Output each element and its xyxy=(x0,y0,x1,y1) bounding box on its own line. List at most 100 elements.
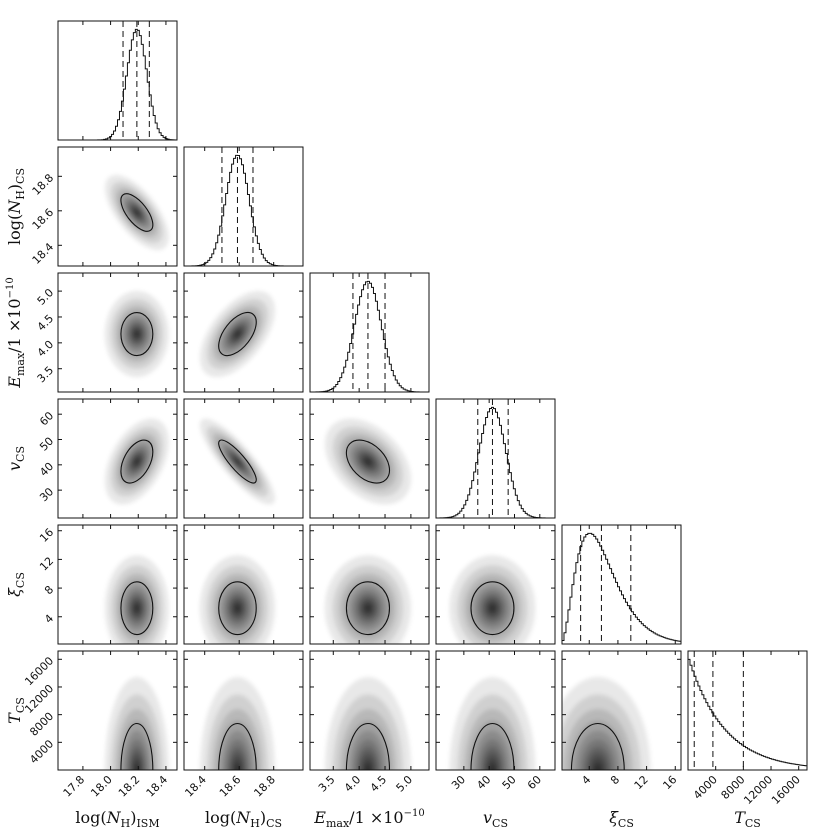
contour-0-4 xyxy=(120,581,154,636)
xaxis-title-log_NH_ISM: log(NH)ISM xyxy=(75,808,159,830)
xtick-label-xi_CS-1: 8 xyxy=(608,773,622,787)
xaxis-title-log_NH_CS: log(NH)CS xyxy=(205,808,282,830)
ytick-label-T_CS-2: 12000 xyxy=(22,682,56,716)
frame-log_NH_CS xyxy=(183,146,304,267)
density-panel-v_CS-xi_CS xyxy=(435,524,556,645)
hist-line-xi_CS xyxy=(561,532,682,644)
frame-3-5 xyxy=(435,650,556,771)
frame-2-5 xyxy=(309,650,430,771)
ytick-label-v_CS-2: 50 xyxy=(37,435,56,454)
density-level-0-1-10 xyxy=(135,210,139,215)
contour-0-1 xyxy=(120,193,154,232)
ytick-label-E_max-1: 4.0 xyxy=(35,338,57,360)
density-panel-log_NH_ISM-v_CS xyxy=(57,398,178,519)
density-inner-2-5 xyxy=(324,677,411,770)
frame-1-4 xyxy=(183,524,304,645)
density-inner-0-4 xyxy=(104,555,169,644)
hist-line-T_CS xyxy=(687,658,808,770)
xtick-label-xi_CS-3: 16 xyxy=(660,773,679,792)
xtick-label-xi_CS-0: 4 xyxy=(579,773,593,787)
contour-1-2 xyxy=(218,311,257,357)
contour-0-2 xyxy=(120,311,154,357)
yaxis-title-T_CS: TCS xyxy=(5,697,27,724)
frame-3-4 xyxy=(435,524,556,645)
frame-xi_CS xyxy=(561,524,682,645)
xtick-label-log_NH_CS-2: 18.8 xyxy=(251,773,278,800)
frame-0-2 xyxy=(57,272,178,393)
density-level-1-3-10 xyxy=(235,459,240,464)
ytick-label-xi_CS-3: 16 xyxy=(37,526,56,545)
density-panel-E_max-v_CS xyxy=(309,398,430,519)
xtick-label-log_NH_ISM-3: 18.4 xyxy=(144,773,171,800)
ytick-label-v_CS-3: 60 xyxy=(37,409,56,428)
frame-2-4 xyxy=(309,524,430,645)
frame-v_CS xyxy=(435,398,556,519)
density-level-3-4-10 xyxy=(490,605,495,611)
ytick-label-T_CS-3: 16000 xyxy=(22,654,56,688)
density-level-1-4-10 xyxy=(235,605,240,611)
contour-1-3 xyxy=(218,439,257,484)
ytick-label-xi_CS-0: 4 xyxy=(42,612,56,626)
density-level-2-3-10 xyxy=(366,459,370,464)
frame-0-5 xyxy=(57,650,178,771)
xtick-label-v_CS-3: 60 xyxy=(525,773,544,792)
frame-1-2 xyxy=(183,272,304,393)
density-level-2-4-10 xyxy=(366,605,370,611)
frame-E_max xyxy=(309,272,430,393)
frame-0-3 xyxy=(57,398,178,519)
xaxis-title-v_CS: vCS xyxy=(483,808,508,830)
frame-1-3 xyxy=(183,398,304,519)
xtick-label-v_CS-1: 40 xyxy=(474,773,493,792)
density-level-2-5-10 xyxy=(366,765,370,770)
density-inner-2-3 xyxy=(324,418,411,505)
hist-panel-T_CS xyxy=(687,650,808,771)
density-level-1-2-10 xyxy=(235,332,240,336)
ytick-label-xi_CS-2: 12 xyxy=(37,554,56,573)
density-level-2-5-8 xyxy=(362,757,374,770)
frame-0-1 xyxy=(57,146,178,267)
density-panel-log_NH_CS-v_CS xyxy=(183,398,304,519)
xtick-label-T_CS-2: 12000 xyxy=(741,773,775,807)
ytick-label-v_CS-0: 30 xyxy=(37,485,56,504)
ytick-label-E_max-2: 4.5 xyxy=(35,312,57,334)
hist-line-v_CS xyxy=(435,406,555,519)
density-inner-3-4 xyxy=(449,555,536,644)
xtick-label-E_max-1: 4.0 xyxy=(342,773,364,795)
hist-panel-log_NH_CS xyxy=(183,146,304,267)
contour-2-4 xyxy=(345,581,391,636)
hist-panel-xi_CS xyxy=(561,524,682,645)
yaxis-title-E_max: Emax/1 ×10−10 xyxy=(5,277,27,388)
xtick-label-T_CS-3: 16000 xyxy=(769,773,803,807)
xtick-label-v_CS-2: 50 xyxy=(500,773,519,792)
ytick-label-log_NH_CS-2: 18.8 xyxy=(30,171,57,198)
density-inner-0-1 xyxy=(104,175,169,251)
density-panel-log_NH_CS-T_CS xyxy=(183,650,304,771)
density-inner-1-3 xyxy=(199,418,275,505)
frame-log_NH_ISM xyxy=(57,20,178,141)
density-level-2-5-9 xyxy=(364,762,372,770)
contour-3-4 xyxy=(470,581,515,636)
density-inner-2-4 xyxy=(324,555,411,644)
xtick-label-E_max-2: 4.5 xyxy=(368,773,390,795)
yaxis-title-v_CS: vCS xyxy=(5,446,27,471)
density-inner-1-2 xyxy=(199,291,275,378)
density-level-0-2-10 xyxy=(135,332,139,336)
density-inner-0-2 xyxy=(104,290,169,378)
ytick-label-E_max-0: 3.5 xyxy=(35,364,57,386)
xtick-label-E_max-3: 5.0 xyxy=(394,773,416,795)
xtick-label-log_NH_ISM-2: 18.2 xyxy=(116,773,143,800)
density-level-0-4-10 xyxy=(135,605,139,611)
frame-0-4 xyxy=(57,524,178,645)
contour-2-5 xyxy=(345,722,391,770)
xtick-label-v_CS-0: 30 xyxy=(449,773,468,792)
frame-T_CS xyxy=(687,650,808,771)
density-panel-E_max-xi_CS xyxy=(309,524,430,645)
ytick-label-T_CS-0: 4000 xyxy=(27,737,56,766)
density-panel-v_CS-T_CS xyxy=(435,650,556,771)
density-panel-log_NH_ISM-T_CS xyxy=(57,650,178,771)
hist-panel-E_max xyxy=(309,272,430,393)
density-panel-log_NH_CS-E_max xyxy=(183,272,304,393)
hist-line-E_max xyxy=(309,280,430,393)
density-panel-xi_CS-T_CS xyxy=(561,650,682,771)
density-inner-3-5 xyxy=(449,677,536,770)
